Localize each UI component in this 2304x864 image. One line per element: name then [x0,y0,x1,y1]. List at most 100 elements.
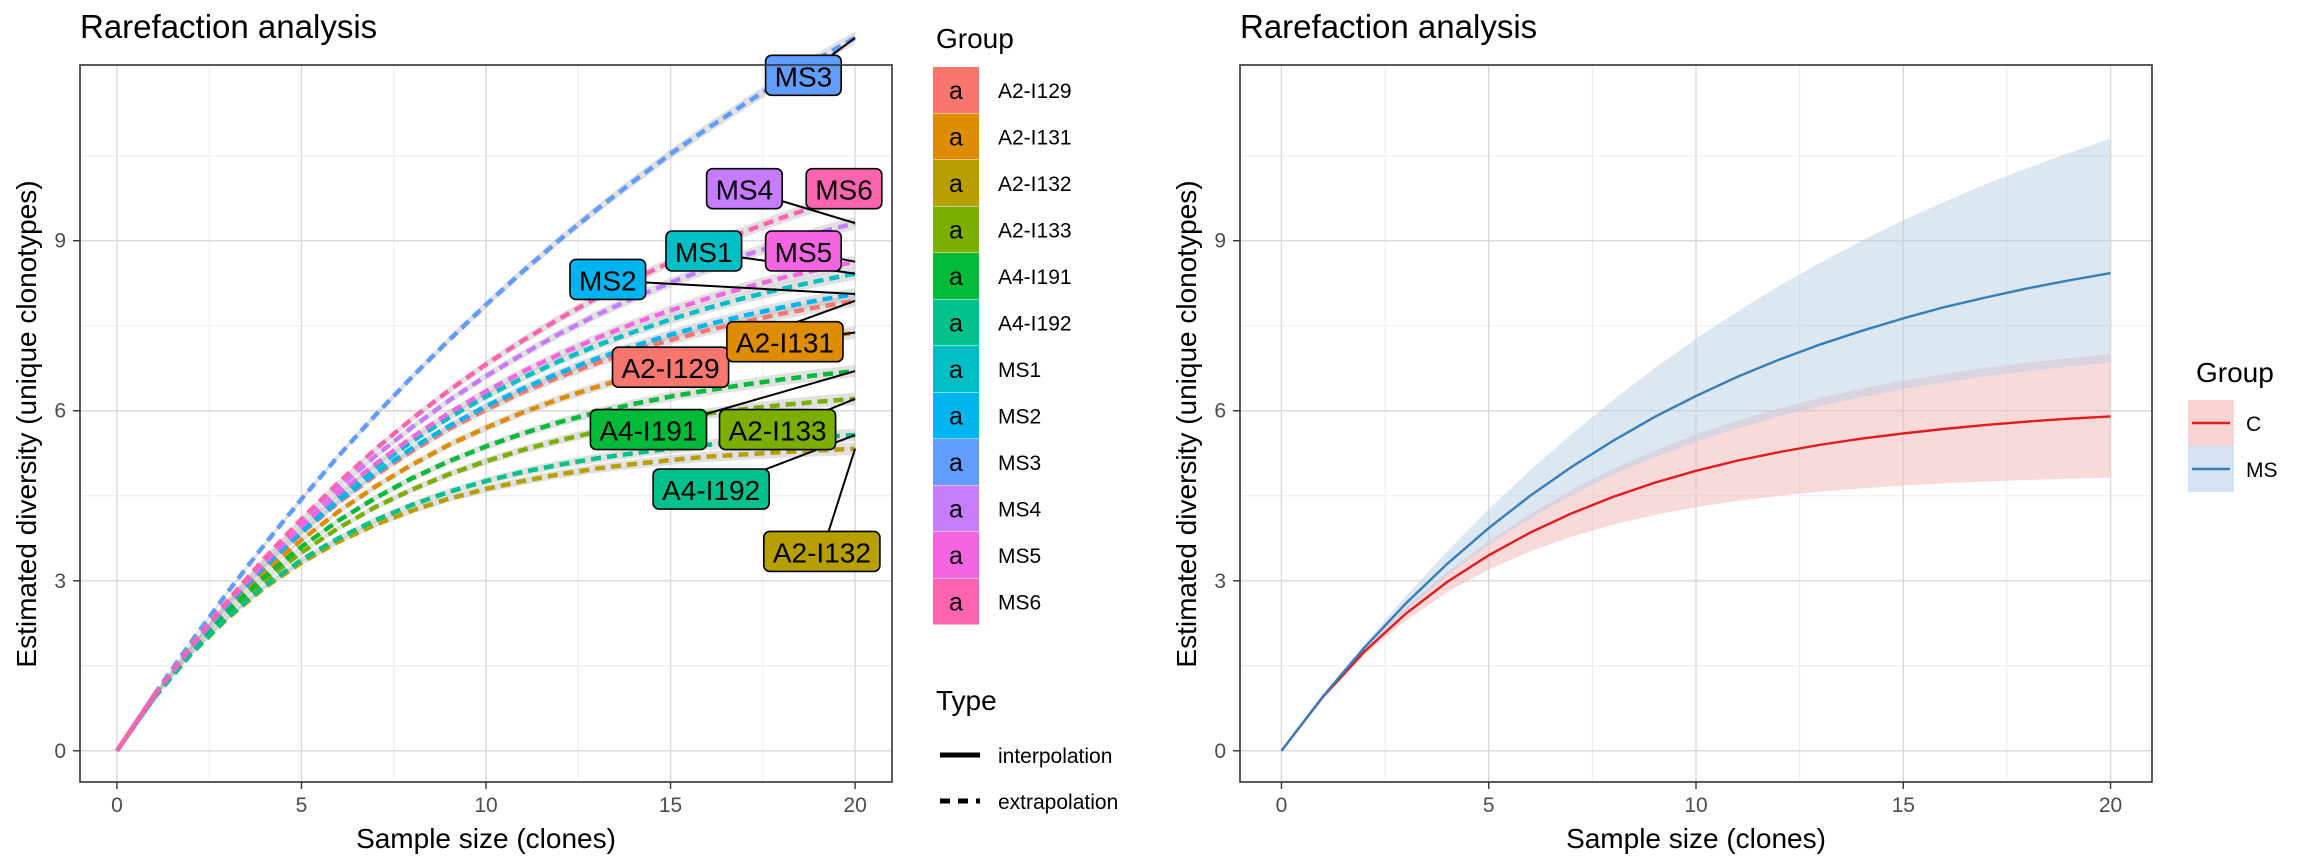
left-x-axis-label: Sample size (clones) [356,823,616,854]
curve-label-box-a4-i192 [652,468,770,510]
left-legend: Group a A2-I129 a A2-I131 a A2-I132 a A2-I133 a A… [933,23,1118,814]
right-y-axis-label: Estimated diversity (unique clonotypes) [1171,180,1202,667]
curve-label-text-ms1: MS1 [675,237,733,268]
curve-label-ms1: MS1 [665,230,743,272]
curve-label-ms5: MS5 [764,230,842,272]
left-x-tick-label: 20 [843,794,866,817]
legend-item-ms6: a MS6 [933,578,1041,625]
legend-label-ms: MS [2246,459,2278,482]
right-legend-group-items: C MS [2188,400,2278,492]
right-x-tick-label: 5 [1483,794,1495,817]
legend-key-a2-i133 [933,206,979,253]
legend-item-a2-i129: a A2-I129 [933,67,1072,113]
curve-label-a2-i131: A2-I131 [726,320,844,363]
curve-label-a4-i192: A4-I192 [652,468,770,510]
left-y-tick-label: 0 [54,740,66,763]
curve-label-text-ms5: MS5 [775,237,833,268]
right-x-tick-label: 10 [1684,794,1707,817]
legend-item-a2-i132: a A2-I132 [933,160,1072,206]
curve-label-text-ms2: MS2 [579,265,637,296]
legend-key-a2-i129 [933,67,979,113]
band-a2-i133 [116,392,856,752]
legend-label-ms4: MS4 [998,499,1042,522]
legend-key-a4-i192 [933,299,979,346]
legend-label-ms3: MS3 [998,452,1041,475]
interpolation-line-ms6 [115,695,156,753]
legend-label-a2-i129: A2-I129 [998,80,1072,103]
left-x-tick-label: 10 [474,794,497,817]
curve-label-text-a2-i132: A2-I132 [773,537,871,568]
legend-key-ms3 [933,439,979,485]
curve-label-box-ms1 [665,230,743,272]
right-y-tick-label: 6 [1214,400,1226,423]
curve-label-box-a2-i132 [762,530,881,573]
right-chart-panel: Rarefaction analysis 0 5 10 15 20 0 3 6 9 Sample… [1171,8,2153,854]
legend-item-ms5: a MS5 [933,532,1041,578]
right-legend-group-title: Group [2196,357,2274,388]
legend-key-glyph: a [949,496,963,524]
legend-key-ms2 [933,392,979,439]
right-chart-title: Rarefaction analysis [1240,8,1537,45]
legend-label-ms1: MS1 [998,359,1041,382]
legend-type-extrapolation: extrapolation [940,791,1118,814]
legend-label-ms2: MS2 [998,406,1041,429]
legend-key-glyph: a [949,263,963,291]
left-legend-group-items: a A2-I129 a A2-I131 a A2-I132 a A2-I133 a A4-I191… [933,67,1072,625]
right-x-tick-label: 20 [2099,794,2122,817]
curve-ms [1280,271,2111,752]
right-x-axis-label: Sample size (clones) [1566,823,1826,854]
curve-label-ms4: MS4 [705,167,783,210]
extrapolation-line-ms2 [152,291,856,699]
right-axis-ticks: 0 5 10 15 20 0 3 6 9 [1214,230,2122,817]
legend-label-a2-i131: A2-I131 [998,127,1072,150]
curve-label-box-ms4 [705,167,783,210]
legend-extrapolation-label: extrapolation [998,791,1118,814]
curve-label-box-a2-i129 [611,346,730,389]
legend-type-interpolation: interpolation [940,745,1112,768]
curve-label-text-ms4: MS4 [716,175,774,206]
curve-label-box-a4-i191 [589,408,708,451]
legend-label-c: C [2246,413,2261,436]
legend-key-glyph: a [949,124,963,152]
curve-label-box-ms6 [805,167,883,210]
curve-label-text-ms6: MS6 [815,175,873,206]
curve-label-ms2: MS2 [569,258,647,301]
legend-item-ms3: a MS3 [933,439,1041,485]
curve-label-box-ms5 [764,230,842,272]
right-x-tick-label: 0 [1276,794,1288,817]
extrapolation-line-ms5 [152,259,856,698]
left-x-tick-label: 5 [296,794,308,817]
legend-item-ms2: a MS2 [933,392,1041,439]
legend-item-ms1: a MS1 [933,346,1041,392]
legend-item-a2-i131: a A2-I131 [933,113,1072,160]
curve-label-text-a4-i192: A4-I192 [662,475,760,506]
left-y-tick-label: 3 [54,570,66,593]
legend-item-a2-i133: a A2-I133 [933,206,1072,253]
extrapolation-line-ms3 [151,35,857,697]
left-y-tick-label: 6 [54,400,66,423]
legend-interpolation-label: interpolation [998,745,1112,768]
legend-item-a4-i192: a A4-I192 [933,299,1072,346]
legend-key-glyph: a [949,542,963,570]
legend-key-glyph: a [949,403,963,431]
curve-label-text-a2-i129: A2-I129 [622,353,720,384]
left-y-tick-label: 9 [54,230,66,253]
confidence-band-ms [1281,138,2111,751]
right-curves [1280,271,2111,752]
curve-label-box-ms2 [569,258,647,301]
right-x-tick-label: 15 [1892,794,1915,817]
curve-label-a2-i129: A2-I129 [611,346,730,389]
legend-key-glyph: a [949,77,963,105]
legend-label-a2-i132: A2-I132 [998,173,1072,196]
legend-key-glyph: a [949,310,963,338]
curve-label-text-a2-i133: A2-I133 [729,416,827,447]
curve-label-a2-i132: A2-I132 [762,530,881,573]
legend-label-a4-i191: A4-I191 [998,266,1072,289]
legend-key-a2-i132 [933,160,979,206]
right-confidence-bands [1281,138,2111,751]
right-y-tick-label: 0 [1214,740,1226,763]
curve-label-text-a2-i131: A2-I131 [736,328,834,359]
legend-label-ms5: MS5 [998,545,1041,568]
curve-c [1280,415,2111,752]
curve-label-a2-i133: A2-I133 [718,408,837,451]
